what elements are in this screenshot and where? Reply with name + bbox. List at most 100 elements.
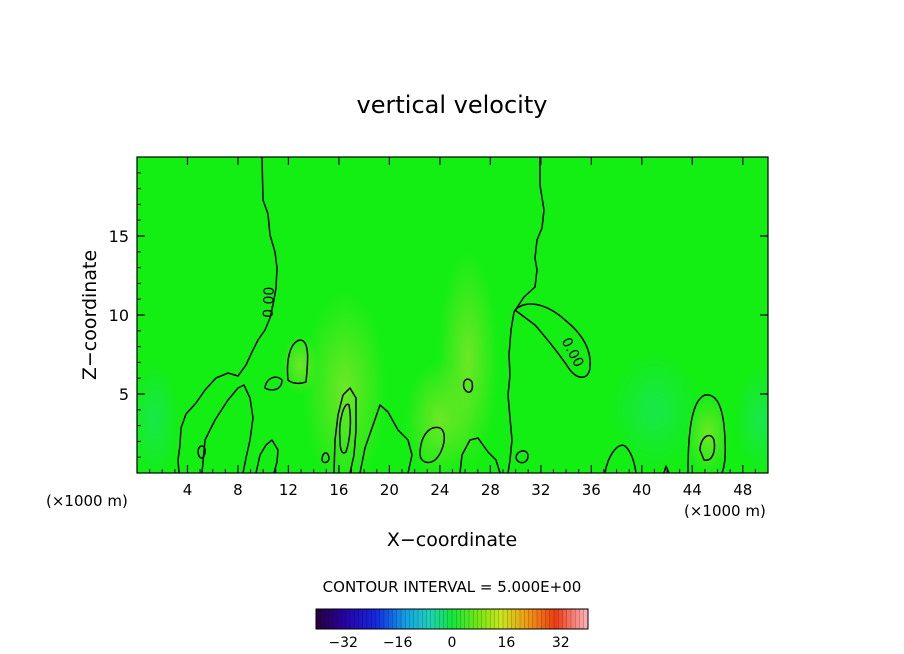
y-tick-label: 10 (109, 306, 129, 325)
colorbar-segment (367, 609, 372, 629)
colorbar-segment (558, 609, 563, 629)
contour-hill-38 (604, 444, 637, 473)
colorbar-segment (481, 609, 487, 629)
colorbar-segment (498, 609, 504, 629)
colorbar-segment (528, 609, 534, 629)
colorbar-segment (575, 609, 580, 629)
contour-inner-45 (699, 434, 716, 461)
colorbar-segment (477, 609, 483, 629)
colorbar-segment (473, 609, 478, 629)
contour-cell-c (255, 439, 279, 473)
chart-title: vertical velocity (357, 91, 548, 119)
colorbar-segment (354, 609, 359, 629)
colorbar-segment (345, 609, 351, 629)
colorbar-segment (571, 609, 576, 629)
colorbar-tick-label: 16 (497, 635, 515, 651)
colorbar-tick-label: 32 (552, 635, 570, 651)
colorbar-segment (452, 609, 457, 629)
colorbar-segment (350, 609, 355, 629)
x-unit-left: (×1000 m) (46, 492, 128, 510)
x-tick-label: 36 (582, 481, 601, 499)
colorbar-segment (507, 609, 512, 629)
colorbar-tick-label: −32 (328, 635, 358, 651)
colorbar-segment (435, 609, 440, 629)
colorbar-segment (413, 609, 419, 629)
cool-region (610, 350, 700, 470)
x-tick-label: 20 (380, 481, 399, 499)
y-tick-label: 15 (109, 227, 129, 246)
colorbar-segment (562, 609, 568, 629)
colorbar-segment (464, 609, 470, 629)
colorbar-tick-label: 0 (448, 635, 457, 651)
y-tick-label: 5 (119, 385, 129, 404)
x-unit-right: (×1000 m) (684, 502, 766, 520)
x-tick-label: 4 (183, 481, 193, 499)
colorbar-segment (333, 609, 338, 629)
field-shading (137, 250, 768, 473)
colorbar-frame (315, 608, 589, 630)
colorbar-segment (520, 609, 525, 629)
contour-inner-5 (197, 445, 206, 459)
colorbar-segment (418, 609, 423, 629)
colorbar-tick-label: −16 (383, 635, 413, 651)
colorbar-segment (337, 609, 342, 629)
colorbar-segment (490, 609, 495, 629)
colorbar: −32 −16 0 16 32 (315, 608, 589, 651)
warm-region (438, 250, 498, 470)
colorbar-segment (388, 609, 393, 629)
colorbar-segment (375, 609, 381, 629)
y-axis: 5 10 15 (109, 172, 768, 458)
cool-region (735, 365, 768, 473)
colorbar-segment (486, 609, 491, 629)
x-tick-label: 8 (233, 481, 243, 499)
colorbar-segment (524, 609, 529, 629)
x-tick-label: 44 (683, 481, 702, 499)
warm-region (303, 290, 387, 473)
colorbar-segment (401, 609, 406, 629)
colorbar-segment (439, 609, 444, 629)
colorbar-segment (566, 609, 572, 629)
colorbar-segment (430, 609, 436, 629)
colorbar-segment (579, 609, 585, 629)
colorbar-segment (494, 609, 500, 629)
contour-inner-16 (338, 403, 352, 454)
colorbar-segment (511, 609, 517, 629)
x-tick-label: 32 (531, 481, 550, 499)
x-tick-label: 40 (632, 481, 651, 499)
x-tick-label: 12 (279, 481, 298, 499)
colorbar-segment (320, 609, 325, 629)
contour-tower-16 (333, 387, 357, 473)
colorbar-segment (358, 609, 364, 629)
colorbar-segment (362, 609, 368, 629)
colorbar-segment (396, 609, 402, 629)
colorbar-segment (328, 609, 334, 629)
zero-contour-right (507, 157, 545, 473)
contour-cell-b (264, 376, 283, 391)
colorbar-segment (460, 609, 466, 629)
colorbar-segment (469, 609, 474, 629)
colorbar-segment (537, 609, 542, 629)
x-tick-label: 48 (733, 481, 752, 499)
contour-interval-text: CONTOUR INTERVAL = 5.000E+00 (323, 578, 582, 596)
contour-cell-g (515, 450, 529, 464)
colorbar-segment (409, 609, 415, 629)
contour-label: 0.00 (261, 286, 278, 318)
colorbar-segment (316, 609, 321, 629)
colorbar-segment (447, 609, 453, 629)
colorbar-segment (392, 609, 398, 629)
colorbar-segment (456, 609, 461, 629)
contour-hill-45 (687, 394, 726, 473)
colorbar-segment (549, 609, 555, 629)
zero-contour-left (177, 157, 278, 473)
contour-cell-f (462, 378, 474, 393)
contour-cell-h (321, 452, 330, 464)
colorbar-segment (341, 609, 347, 629)
contour-cell-d (419, 426, 446, 464)
y-axis-label: Z−coordinate (79, 250, 101, 380)
colorbar-segment (422, 609, 427, 629)
contour-cell-e (459, 437, 501, 473)
colorbar-segment (405, 609, 410, 629)
colorbar-segment (384, 609, 389, 629)
contour-cell-i (663, 465, 670, 473)
